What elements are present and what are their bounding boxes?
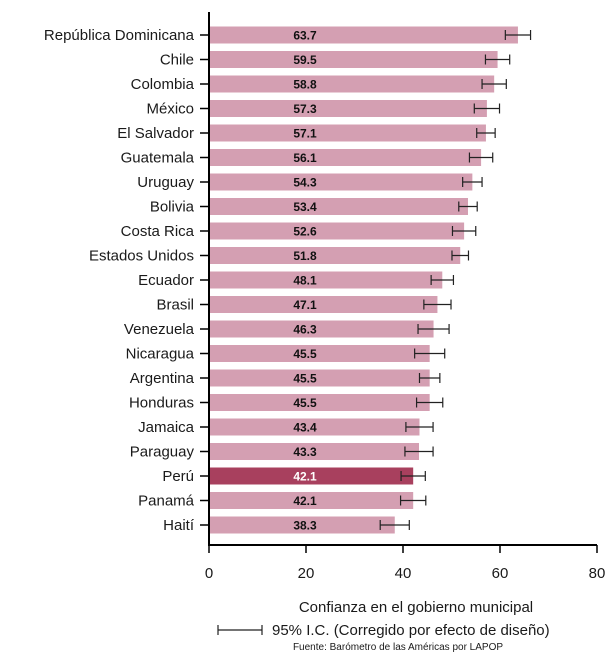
bar xyxy=(209,247,461,264)
bar xyxy=(209,100,487,117)
value-label: 53.4 xyxy=(293,200,317,214)
value-label: 58.8 xyxy=(293,78,317,92)
x-tick-label: 20 xyxy=(298,565,315,582)
bar xyxy=(209,271,443,289)
bar xyxy=(209,26,518,44)
bar xyxy=(209,296,438,313)
category-label: Bolivia xyxy=(150,199,195,216)
category-label: Honduras xyxy=(129,395,194,412)
value-label: 43.3 xyxy=(293,445,317,459)
value-label: 42.1 xyxy=(293,470,317,484)
category-label: Jamaica xyxy=(138,419,195,436)
category-label: Chile xyxy=(160,52,194,69)
value-labels: 63.7 59.5 58.8 57.3 57.1 56.1 54.3 53.4 52.6 51.8… xyxy=(293,29,317,533)
bar xyxy=(209,75,495,93)
bar xyxy=(209,320,434,338)
value-label: 46.3 xyxy=(293,323,317,337)
category-label: República Dominicana xyxy=(44,27,195,44)
category-label: Panamá xyxy=(138,493,195,510)
value-label: 47.1 xyxy=(293,298,317,312)
bar xyxy=(209,222,465,240)
category-label: Paraguay xyxy=(130,444,195,461)
value-label: 51.8 xyxy=(293,249,317,263)
bar xyxy=(209,516,395,534)
category-label: Nicaragua xyxy=(126,346,195,363)
bars xyxy=(209,26,518,534)
value-label: 56.1 xyxy=(293,151,317,165)
source-note: Fuente: Barómetro de las Américas por LA… xyxy=(293,642,503,653)
bar xyxy=(209,443,420,460)
value-label: 43.4 xyxy=(293,421,317,435)
bar xyxy=(209,173,473,191)
value-label: 57.1 xyxy=(293,127,317,141)
category-label: Colombia xyxy=(131,76,195,93)
category-label: Perú xyxy=(162,468,194,485)
bar xyxy=(209,394,430,411)
legend: 95% I.C. (Corregido por efecto de diseño… xyxy=(217,622,550,639)
category-label: Argentina xyxy=(130,370,195,387)
bar xyxy=(209,124,486,142)
value-label: 63.7 xyxy=(293,29,317,43)
value-label: 54.3 xyxy=(293,176,317,190)
category-label: México xyxy=(146,101,194,118)
bar xyxy=(209,149,482,166)
bar xyxy=(209,492,414,509)
value-label: 45.5 xyxy=(293,372,317,386)
x-ticks: 0 20 40 60 80 xyxy=(205,545,606,582)
category-label: El Salvador xyxy=(117,125,194,142)
x-tick-label: 60 xyxy=(492,565,509,582)
value-label: 45.5 xyxy=(293,396,317,410)
x-tick-label: 40 xyxy=(395,565,412,582)
value-label: 48.1 xyxy=(293,274,317,288)
bar xyxy=(209,369,430,387)
bar xyxy=(209,51,498,68)
value-label: 42.1 xyxy=(293,494,317,508)
error-bars xyxy=(379,30,532,530)
category-label: Haití xyxy=(163,517,195,534)
value-label: 52.6 xyxy=(293,225,317,239)
category-label: Uruguay xyxy=(137,174,194,191)
category-label: Venezuela xyxy=(124,321,195,338)
legend-label: 95% I.C. (Corregido por efecto de diseño… xyxy=(272,622,550,639)
category-label: Ecuador xyxy=(138,272,194,289)
category-label: Guatemala xyxy=(121,150,195,167)
category-labels: República Dominicana Chile Colombia México E… xyxy=(44,27,209,534)
category-label: Costa Rica xyxy=(121,223,195,240)
category-label: Brasil xyxy=(156,297,194,314)
category-label: Estados Unidos xyxy=(89,248,194,265)
value-label: 45.5 xyxy=(293,347,317,361)
x-tick-label: 80 xyxy=(589,565,606,582)
bar xyxy=(209,198,468,215)
bar xyxy=(209,418,420,436)
x-axis-label: Confianza en el gobierno municipal xyxy=(299,599,533,616)
x-tick-label: 0 xyxy=(205,565,213,582)
bar xyxy=(209,467,414,485)
value-label: 38.3 xyxy=(293,519,317,533)
bar xyxy=(209,345,430,362)
value-label: 57.3 xyxy=(293,102,317,116)
value-label: 59.5 xyxy=(293,53,317,67)
